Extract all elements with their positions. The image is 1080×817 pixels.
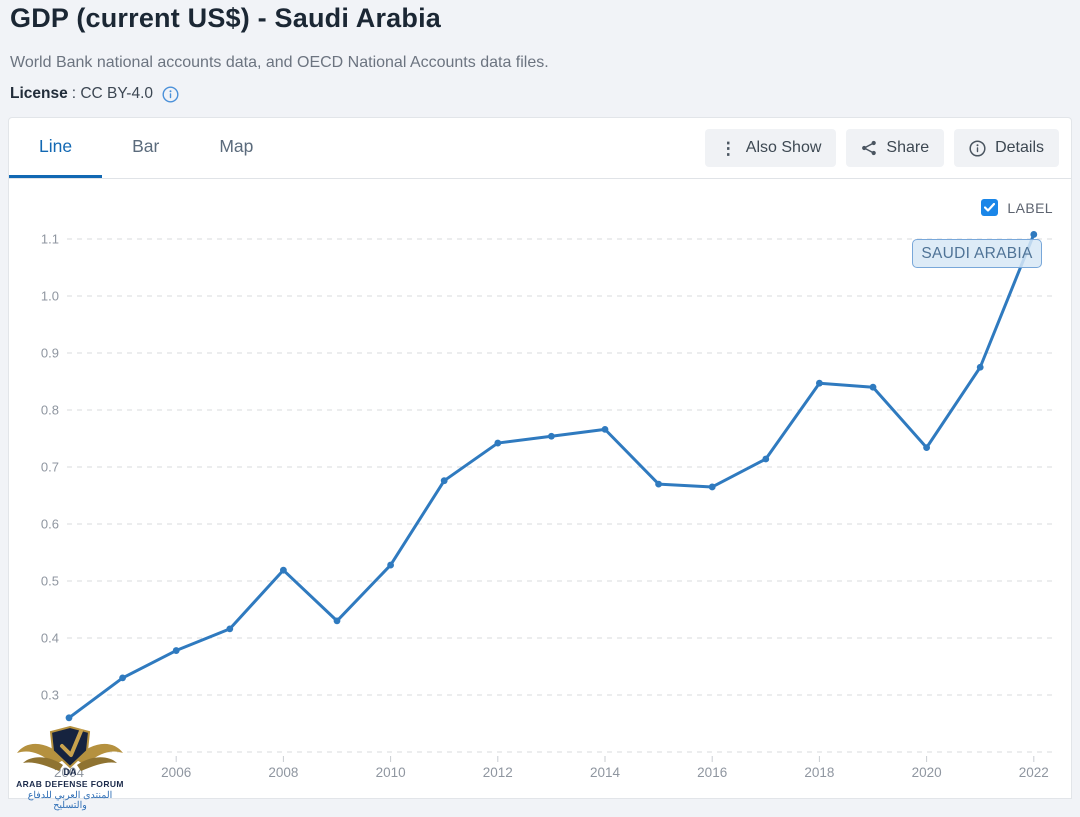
- svg-text:0.9: 0.9: [41, 346, 59, 361]
- also-show-button[interactable]: ⋮ Also Show: [704, 129, 837, 167]
- license-value: : CC BY-4.0: [71, 85, 154, 102]
- chart-area: 0.3 0.4 0.5 0.6 0.7 0.8 0.9 1.0 1.1 2004 2006 2008 2…: [9, 179, 1071, 810]
- series-label[interactable]: SAUDI ARABIA: [912, 239, 1042, 268]
- share-button[interactable]: Share: [846, 129, 945, 167]
- label-checkbox[interactable]: [981, 199, 999, 216]
- svg-text:2012: 2012: [483, 765, 513, 780]
- svg-text:1.0: 1.0: [41, 289, 59, 304]
- data-points: [65, 231, 1038, 722]
- tab-bar-chart[interactable]: Bar: [102, 118, 189, 178]
- svg-text:0.3: 0.3: [41, 688, 59, 703]
- label-checkbox-text: LABEL: [1007, 199, 1053, 216]
- y-axis-labels: 0.3 0.4 0.5 0.6 0.7 0.8 0.9 1.0 1.1: [41, 232, 59, 703]
- tab-bar: Line Bar Map ⋮ Also Show Sha: [9, 118, 1071, 179]
- series-line: [67, 232, 1036, 720]
- license-label: License: [10, 85, 68, 102]
- x-axis-labels: 2004 2006 2008 2010 2012 2014 2016 2018 2020 2022: [54, 756, 1049, 780]
- page-subtitle: World Bank national accounts data, and O…: [10, 54, 549, 71]
- details-button[interactable]: Details: [954, 129, 1059, 167]
- svg-text:2010: 2010: [376, 765, 406, 780]
- gridlines: [67, 238, 1057, 753]
- tab-map-label: Map: [219, 136, 254, 156]
- checkmark-icon: [984, 203, 996, 212]
- svg-text:2004: 2004: [54, 765, 85, 780]
- watermark-title: ARAB DEFENSE FORUM: [16, 778, 124, 789]
- page-header: GDP (current US$) - Saudi Arabia World B…: [0, 0, 1080, 103]
- svg-text:2016: 2016: [697, 765, 727, 780]
- svg-text:2020: 2020: [912, 765, 942, 780]
- monogram-text: DA: [64, 767, 77, 777]
- license-info-icon[interactable]: [162, 85, 179, 103]
- info-icon: [969, 139, 986, 157]
- label-toggle: LABEL: [981, 199, 1053, 216]
- also-show-label: Also Show: [745, 139, 822, 156]
- license-row: License : CC BY-4.0: [10, 85, 1070, 103]
- tab-line[interactable]: Line: [9, 118, 103, 178]
- svg-text:2014: 2014: [590, 765, 621, 780]
- arab-defense-forum-emblem: DA: [17, 725, 123, 777]
- tab-line-label: Line: [39, 136, 73, 156]
- page-title: GDP (current US$) - Saudi Arabia: [10, 3, 441, 33]
- svg-text:0.6: 0.6: [41, 517, 59, 532]
- svg-text:2006: 2006: [161, 765, 191, 780]
- watermark-arabic: المنتدى العربي للدفاع والتسليح: [27, 789, 113, 811]
- kebab-menu-icon: ⋮: [719, 138, 737, 158]
- tab-map[interactable]: Map: [189, 118, 283, 178]
- svg-text:0.4: 0.4: [41, 631, 59, 646]
- watermark-logo: DA ARAB DEFENSE FORUM المنتدى العربي للد…: [11, 725, 129, 811]
- svg-text:2018: 2018: [804, 765, 834, 780]
- svg-text:0.5: 0.5: [41, 574, 59, 589]
- svg-text:0.8: 0.8: [41, 403, 59, 418]
- svg-text:0.7: 0.7: [41, 460, 59, 475]
- svg-text:2022: 2022: [1019, 765, 1049, 780]
- chart-card: Line Bar Map ⋮ Also Show Sha: [8, 117, 1072, 810]
- svg-text:2008: 2008: [268, 765, 298, 780]
- share-icon: [861, 140, 877, 156]
- share-label: Share: [886, 139, 930, 156]
- details-label: Details: [995, 139, 1044, 156]
- tab-bar-label: Bar: [132, 136, 160, 156]
- svg-text:1.1: 1.1: [41, 232, 59, 247]
